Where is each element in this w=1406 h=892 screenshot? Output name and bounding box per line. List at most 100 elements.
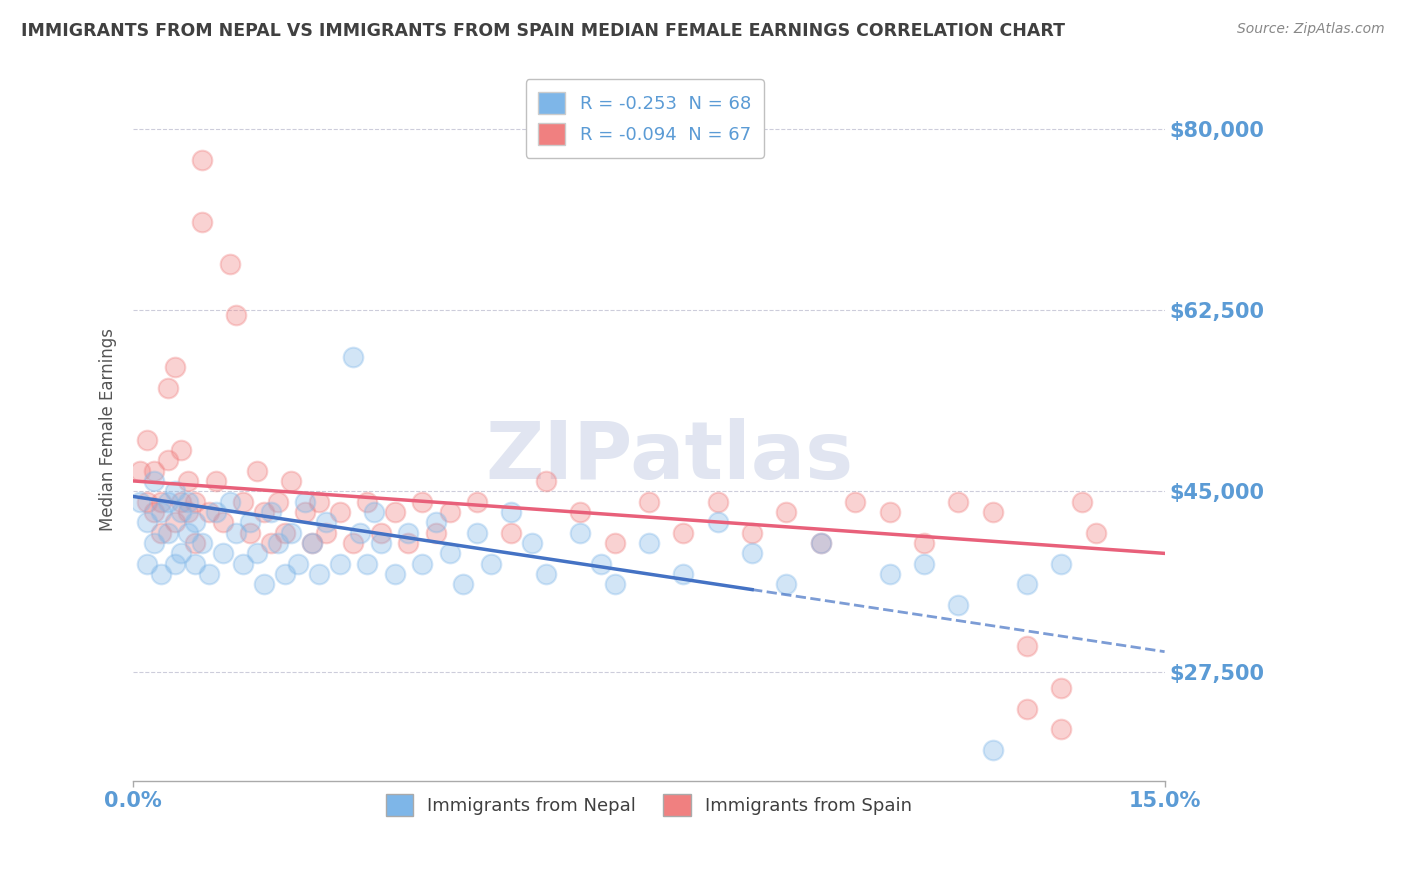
- Point: [396, 525, 419, 540]
- Point: [211, 516, 233, 530]
- Point: [170, 442, 193, 457]
- Point: [136, 433, 159, 447]
- Point: [177, 525, 200, 540]
- Point: [1017, 640, 1039, 654]
- Text: IMMIGRANTS FROM NEPAL VS IMMIGRANTS FROM SPAIN MEDIAN FEMALE EARNINGS CORRELATIO: IMMIGRANTS FROM NEPAL VS IMMIGRANTS FROM…: [21, 22, 1066, 40]
- Point: [534, 474, 557, 488]
- Point: [246, 464, 269, 478]
- Point: [177, 474, 200, 488]
- Point: [177, 494, 200, 508]
- Point: [308, 567, 330, 582]
- Point: [149, 567, 172, 582]
- Point: [287, 557, 309, 571]
- Point: [775, 505, 797, 519]
- Point: [411, 557, 433, 571]
- Point: [260, 536, 283, 550]
- Point: [163, 516, 186, 530]
- Point: [912, 536, 935, 550]
- Point: [273, 567, 295, 582]
- Point: [170, 494, 193, 508]
- Point: [163, 360, 186, 375]
- Point: [156, 494, 179, 508]
- Point: [267, 494, 290, 508]
- Point: [501, 505, 523, 519]
- Point: [948, 494, 970, 508]
- Point: [329, 505, 352, 519]
- Point: [184, 557, 207, 571]
- Point: [239, 525, 262, 540]
- Point: [163, 484, 186, 499]
- Point: [589, 557, 612, 571]
- Point: [384, 505, 406, 519]
- Point: [149, 494, 172, 508]
- Point: [232, 494, 254, 508]
- Point: [501, 525, 523, 540]
- Point: [129, 494, 152, 508]
- Point: [396, 536, 419, 550]
- Point: [143, 464, 166, 478]
- Point: [273, 525, 295, 540]
- Point: [520, 536, 543, 550]
- Point: [370, 536, 392, 550]
- Point: [1050, 681, 1073, 695]
- Point: [205, 505, 228, 519]
- Point: [1084, 525, 1107, 540]
- Point: [136, 557, 159, 571]
- Point: [225, 525, 247, 540]
- Point: [534, 567, 557, 582]
- Point: [1050, 723, 1073, 737]
- Point: [672, 525, 695, 540]
- Point: [184, 516, 207, 530]
- Point: [156, 453, 179, 467]
- Point: [149, 505, 172, 519]
- Point: [844, 494, 866, 508]
- Point: [143, 474, 166, 488]
- Point: [308, 494, 330, 508]
- Point: [294, 494, 316, 508]
- Point: [1050, 557, 1073, 571]
- Point: [741, 546, 763, 560]
- Y-axis label: Median Female Earnings: Median Female Earnings: [100, 327, 117, 531]
- Point: [211, 546, 233, 560]
- Point: [879, 505, 901, 519]
- Point: [603, 577, 626, 591]
- Point: [569, 525, 592, 540]
- Text: ZIPatlas: ZIPatlas: [485, 418, 853, 496]
- Point: [672, 567, 695, 582]
- Point: [912, 557, 935, 571]
- Point: [198, 505, 221, 519]
- Point: [198, 567, 221, 582]
- Point: [170, 505, 193, 519]
- Point: [301, 536, 323, 550]
- Point: [363, 505, 385, 519]
- Point: [315, 525, 337, 540]
- Point: [638, 494, 661, 508]
- Point: [706, 516, 728, 530]
- Point: [349, 525, 371, 540]
- Point: [191, 536, 214, 550]
- Point: [356, 494, 378, 508]
- Point: [294, 505, 316, 519]
- Point: [129, 464, 152, 478]
- Point: [253, 505, 276, 519]
- Point: [479, 557, 502, 571]
- Point: [741, 525, 763, 540]
- Point: [143, 536, 166, 550]
- Point: [439, 505, 461, 519]
- Legend: Immigrants from Nepal, Immigrants from Spain: Immigrants from Nepal, Immigrants from S…: [377, 785, 921, 825]
- Point: [603, 536, 626, 550]
- Point: [239, 516, 262, 530]
- Point: [191, 153, 214, 168]
- Text: Source: ZipAtlas.com: Source: ZipAtlas.com: [1237, 22, 1385, 37]
- Point: [1017, 701, 1039, 715]
- Point: [453, 577, 475, 591]
- Point: [177, 505, 200, 519]
- Point: [948, 598, 970, 612]
- Point: [184, 494, 207, 508]
- Point: [280, 525, 302, 540]
- Point: [143, 505, 166, 519]
- Point: [163, 557, 186, 571]
- Point: [156, 381, 179, 395]
- Point: [218, 494, 240, 508]
- Point: [411, 494, 433, 508]
